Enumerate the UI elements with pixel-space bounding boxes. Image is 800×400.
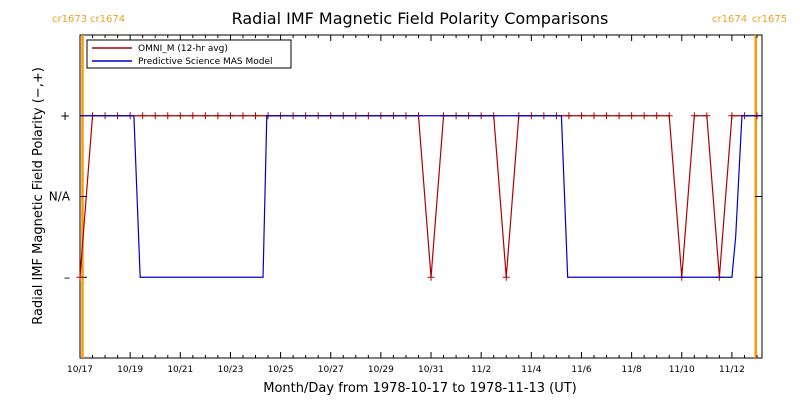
y-tick-label: N/A xyxy=(49,190,71,204)
x-tick-label: 10/21 xyxy=(167,365,193,375)
data-point xyxy=(76,273,84,281)
data-point xyxy=(176,112,184,120)
x-tick-label: 10/25 xyxy=(268,365,294,375)
data-point xyxy=(728,112,736,120)
x-tick-label: 11/8 xyxy=(622,365,642,375)
data-point xyxy=(577,112,585,120)
cr-label-end-right: cr1675 xyxy=(752,14,787,25)
x-tick-label: 10/27 xyxy=(318,365,344,375)
legend-label-omni: OMNI_M (12-hr avg) xyxy=(138,44,228,54)
x-tick-label: 11/6 xyxy=(571,365,591,375)
x-tick-label: 10/19 xyxy=(117,365,143,375)
legend-box xyxy=(86,39,292,69)
carrington-labels: cr1673 cr1674 cr1674 cr1675 xyxy=(52,14,787,25)
data-point xyxy=(239,112,247,120)
y-axis-title: Radial IMF Magnetic Field Polarity (−,+) xyxy=(31,67,46,325)
y-tick-label: – xyxy=(64,270,70,284)
x-tick-label: 10/23 xyxy=(217,365,243,375)
legend: OMNI_M (12-hr avg) Predictive Science MA… xyxy=(86,39,292,69)
x-tick-label: 10/17 xyxy=(67,365,93,375)
data-point xyxy=(665,112,673,120)
y-tick-label: + xyxy=(60,109,70,123)
data-point xyxy=(690,112,698,120)
data-point xyxy=(640,112,648,120)
x-axis: 10/17 10/19 10/21 10/23 10/25 10/27 10/29 10/31… xyxy=(67,35,758,375)
data-point xyxy=(615,112,623,120)
data-point xyxy=(226,112,234,120)
data-point xyxy=(703,112,711,120)
x-tick-label: 10/31 xyxy=(418,365,444,375)
data-point xyxy=(603,112,611,120)
data-point xyxy=(139,112,147,120)
data-point xyxy=(502,273,510,281)
x-tick-label: 10/29 xyxy=(368,365,394,375)
cr-label-end-left: cr1674 xyxy=(712,14,747,25)
x-axis-title: Month/Day from 1978-10-17 to 1978-11-13 … xyxy=(263,381,576,396)
data-point xyxy=(565,112,573,120)
series-layer xyxy=(76,112,762,281)
data-point xyxy=(590,112,598,120)
data-point xyxy=(164,112,172,120)
cr-label-start-left: cr1673 xyxy=(52,14,87,25)
x-tick-label: 11/4 xyxy=(521,365,541,375)
data-point xyxy=(201,112,209,120)
x-tick-label: 11/2 xyxy=(471,365,491,375)
chart-title: Radial IMF Magnetic Field Polarity Compa… xyxy=(232,9,609,28)
legend-label-mas: Predictive Science MAS Model xyxy=(138,57,273,67)
data-point xyxy=(214,112,222,120)
cr-label-start-right: cr1674 xyxy=(90,14,125,25)
data-point xyxy=(189,112,197,120)
x-tick-label: 11/10 xyxy=(669,365,695,375)
data-point xyxy=(252,112,260,120)
series-line-mas xyxy=(80,115,762,278)
data-point xyxy=(628,112,636,120)
data-point xyxy=(427,273,435,281)
x-tick-label: 11/12 xyxy=(719,365,745,375)
data-point xyxy=(151,112,159,120)
data-point xyxy=(653,112,661,120)
